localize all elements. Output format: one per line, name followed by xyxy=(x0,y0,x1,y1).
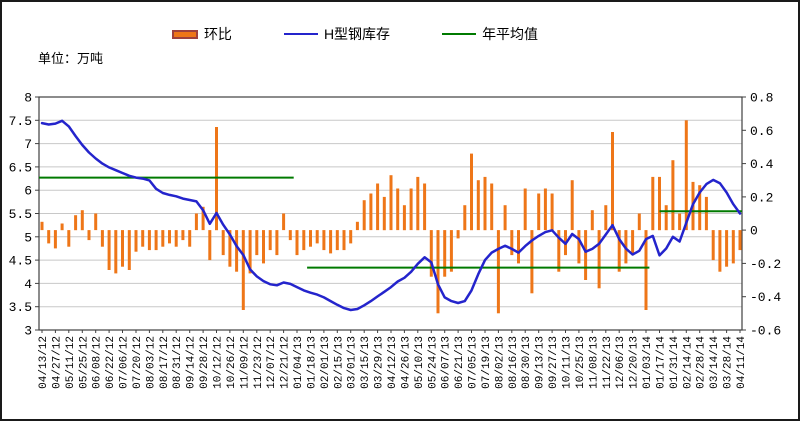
line-swatch-icon xyxy=(442,33,477,35)
legend-item-huanbi: 环比 xyxy=(171,24,232,44)
svg-text:01/17/14: 01/17/14 xyxy=(656,336,668,389)
svg-text:0.4: 0.4 xyxy=(750,157,774,172)
legend-label: 环比 xyxy=(203,26,232,42)
bar-swatch-icon xyxy=(171,29,198,39)
svg-text:06/22/12: 06/22/12 xyxy=(105,336,117,389)
svg-text:09/14/12: 09/14/12 xyxy=(186,336,198,389)
svg-text:10/25/13: 10/25/13 xyxy=(575,336,587,389)
svg-text:02/01/13: 02/01/13 xyxy=(320,336,332,389)
svg-text:09/13/13: 09/13/13 xyxy=(535,336,547,389)
svg-text:09/27/13: 09/27/13 xyxy=(548,336,560,389)
svg-text:07/20/12: 07/20/12 xyxy=(132,336,144,389)
svg-text:6: 6 xyxy=(24,184,32,199)
svg-text:4.5: 4.5 xyxy=(9,254,32,269)
svg-text:11/08/13: 11/08/13 xyxy=(588,336,600,389)
chart-legend: 环比 H型钢库存 年平均值 xyxy=(2,24,708,44)
svg-text:-0.6: -0.6 xyxy=(750,324,781,339)
svg-text:08/17/12: 08/17/12 xyxy=(159,336,171,389)
svg-text:04/27/12: 04/27/12 xyxy=(51,336,63,389)
svg-text:0.2: 0.2 xyxy=(750,190,773,205)
svg-text:02/28/14: 02/28/14 xyxy=(696,336,708,389)
svg-text:03/28/14: 03/28/14 xyxy=(723,336,735,389)
svg-text:5: 5 xyxy=(24,230,32,245)
svg-text:10/26/12: 10/26/12 xyxy=(226,336,238,389)
svg-text:05/24/13: 05/24/13 xyxy=(427,336,439,389)
svg-text:07/06/12: 07/06/12 xyxy=(119,336,131,389)
legend-label: 年平均值 xyxy=(482,26,539,42)
svg-text:07/05/13: 07/05/13 xyxy=(468,336,480,389)
svg-text:10/12/12: 10/12/12 xyxy=(213,336,225,389)
svg-text:7.5: 7.5 xyxy=(9,114,32,129)
svg-text:01/18/13: 01/18/13 xyxy=(307,336,319,389)
svg-text:02/15/13: 02/15/13 xyxy=(333,336,345,389)
legend-label: H型钢库存 xyxy=(323,26,391,42)
svg-text:4: 4 xyxy=(24,277,32,292)
svg-text:12/20/13: 12/20/13 xyxy=(629,336,641,389)
svg-text:08/03/12: 08/03/12 xyxy=(145,336,157,389)
svg-text:03/14/14: 03/14/14 xyxy=(709,336,721,389)
svg-text:01/04/13: 01/04/13 xyxy=(293,336,305,389)
legend-item-average: 年平均值 xyxy=(442,24,538,44)
svg-text:05/11/12: 05/11/12 xyxy=(65,336,77,389)
svg-text:03/15/13: 03/15/13 xyxy=(360,336,372,389)
svg-text:05/25/12: 05/25/12 xyxy=(78,336,90,389)
svg-text:0.8: 0.8 xyxy=(750,91,773,106)
svg-text:11/22/13: 11/22/13 xyxy=(602,336,614,389)
svg-text:12/07/12: 12/07/12 xyxy=(266,336,278,389)
svg-text:3.5: 3.5 xyxy=(9,300,32,315)
svg-text:-0.4: -0.4 xyxy=(750,290,781,305)
svg-text:08/16/13: 08/16/13 xyxy=(508,336,520,389)
line-swatch-icon xyxy=(283,33,318,35)
svg-text:6.5: 6.5 xyxy=(9,160,32,175)
svg-text:08/31/12: 08/31/12 xyxy=(172,336,184,389)
svg-text:06/08/12: 06/08/12 xyxy=(92,336,104,389)
svg-text:04/11/14: 04/11/14 xyxy=(736,336,748,389)
svg-text:03/29/13: 03/29/13 xyxy=(374,336,386,389)
svg-text:03/01/13: 03/01/13 xyxy=(347,336,359,389)
svg-text:04/26/13: 04/26/13 xyxy=(400,336,412,389)
svg-text:5.5: 5.5 xyxy=(9,207,32,222)
svg-text:01/03/14: 01/03/14 xyxy=(642,336,654,389)
svg-text:08/02/13: 08/02/13 xyxy=(494,336,506,389)
svg-text:10/11/13: 10/11/13 xyxy=(562,336,574,389)
unit-label: 单位：万吨 xyxy=(38,51,104,66)
svg-text:0: 0 xyxy=(750,224,758,239)
svg-text:01/31/14: 01/31/14 xyxy=(669,336,681,389)
svg-text:12/06/13: 12/06/13 xyxy=(615,336,627,389)
svg-text:7: 7 xyxy=(24,137,32,152)
svg-text:02/14/14: 02/14/14 xyxy=(682,336,694,389)
svg-text:06/07/13: 06/07/13 xyxy=(441,336,453,389)
svg-text:09/28/12: 09/28/12 xyxy=(199,336,211,389)
svg-text:04/13/12: 04/13/12 xyxy=(38,336,50,389)
svg-text:08/30/13: 08/30/13 xyxy=(521,336,533,389)
svg-text:04/12/13: 04/12/13 xyxy=(387,336,399,389)
svg-text:11/23/12: 11/23/12 xyxy=(253,336,265,389)
svg-text:-0.2: -0.2 xyxy=(750,257,781,272)
svg-text:8: 8 xyxy=(24,91,32,106)
svg-text:0.6: 0.6 xyxy=(750,124,773,139)
svg-text:11/09/12: 11/09/12 xyxy=(239,336,251,389)
svg-text:3: 3 xyxy=(24,324,32,339)
svg-text:05/10/13: 05/10/13 xyxy=(414,336,426,389)
legend-item-inventory: H型钢库存 xyxy=(283,24,391,44)
svg-text:12/21/12: 12/21/12 xyxy=(280,336,292,389)
svg-text:06/21/13: 06/21/13 xyxy=(454,336,466,389)
svg-text:07/19/13: 07/19/13 xyxy=(481,336,493,389)
